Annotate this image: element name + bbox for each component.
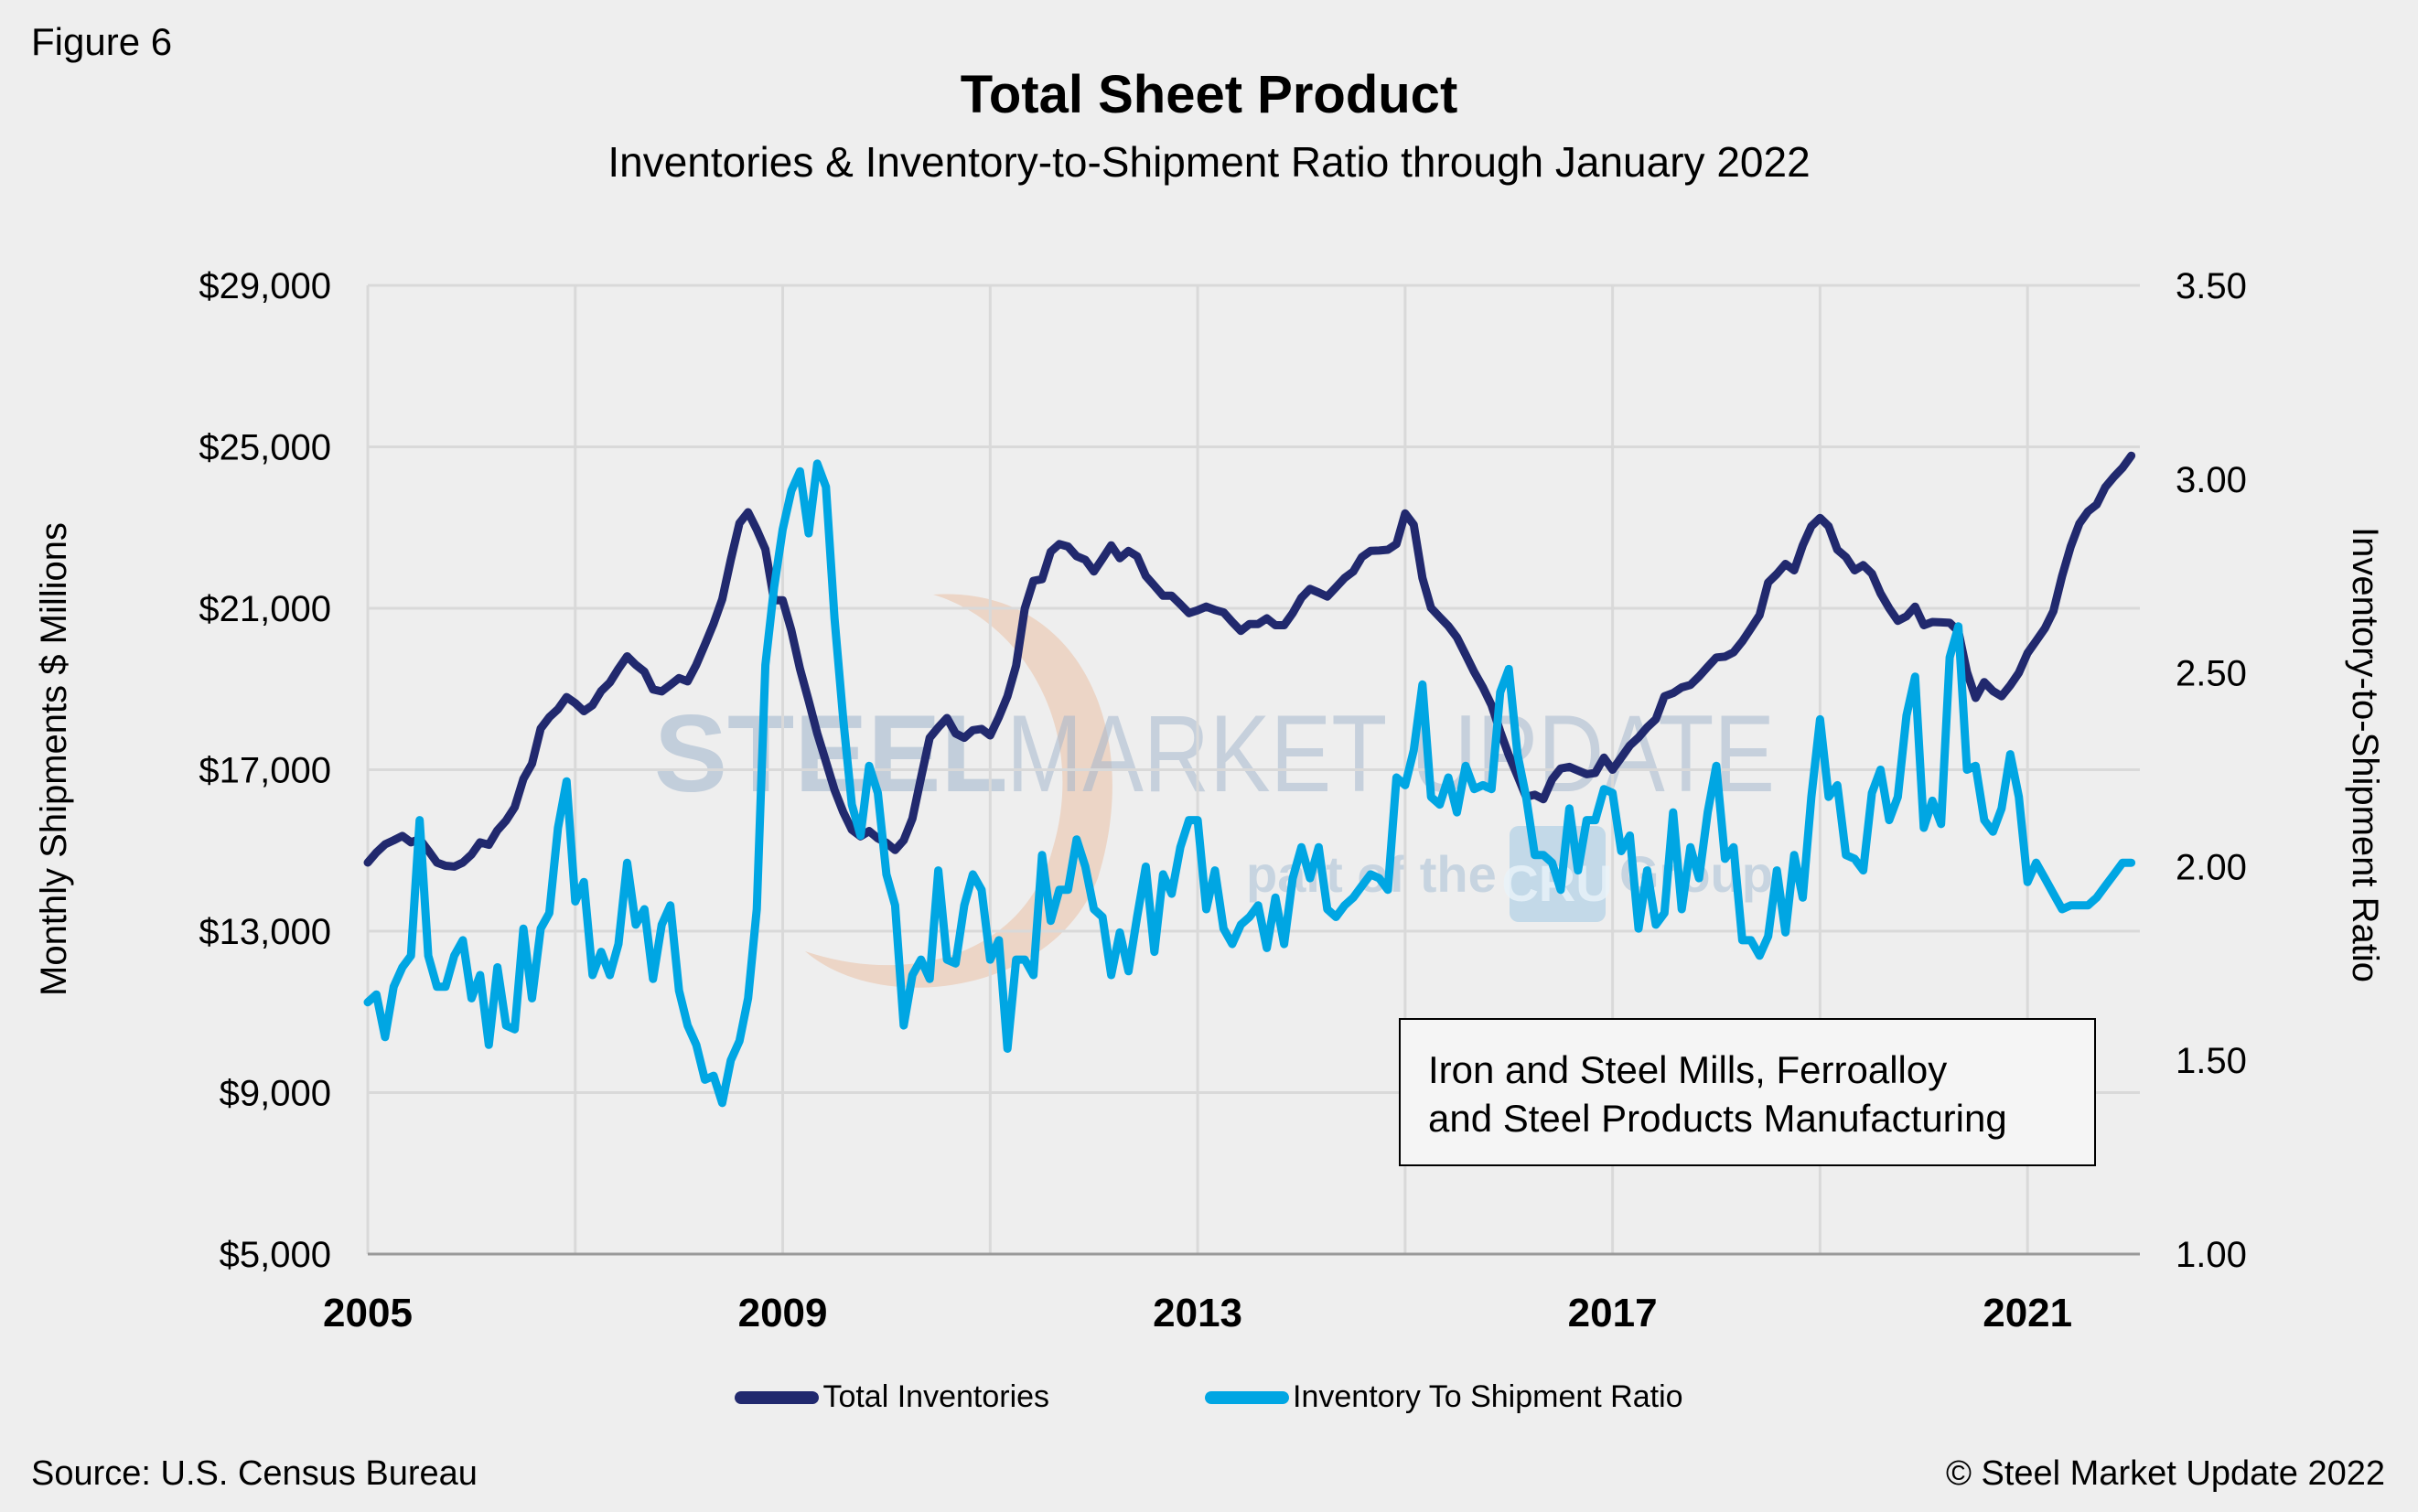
legend-swatch-ratio [1205,1390,1290,1404]
legend-item-ratio[interactable]: Inventory To Shipment Ratio [1205,1379,1683,1415]
y-tick-label-left: $25,000 [199,428,331,468]
watermark-market-update: MARKET UPDATE [1006,692,1775,815]
y-axis-right-title: Inventory-to-Shipment Ratio [2345,527,2385,982]
chart-title: Total Sheet Product [960,65,1458,124]
annotation-box: Iron and Steel Mills, Ferroalloy and Ste… [1399,1018,2096,1166]
y-tick-label-right: 3.50 [2176,266,2247,306]
y-tick-label-right: 3.00 [2176,460,2247,500]
watermark-steel: STEEL [654,692,1008,815]
y-axis-left-ticks: $5,000 $9,000 $13,000 $17,000 $21,000 $25,000… [199,266,331,1275]
x-tick-label: 2009 [738,1291,828,1335]
y-tick-label-right: 2.50 [2176,654,2247,694]
x-tick-label: 2005 [323,1291,413,1335]
y-tick-label-left: $17,000 [199,751,331,791]
series-line-inventory-to-shipment-ratio [363,459,2136,1108]
x-axis-ticks: 2005 2009 2013 2017 2021 [323,1291,2072,1335]
copyright-note: © Steel Market Update 2022 [1945,1454,2385,1493]
y-tick-label-right: 2.00 [2176,847,2247,887]
legend-item-total-inventories[interactable]: Total Inventories [735,1379,1049,1415]
annotation-text: Iron and Steel Mills, Ferroalloy and Ste… [1428,1048,2007,1140]
chart-subtitle: Inventories & Inventory-to-Shipment Rati… [607,138,1811,186]
y-tick-label-left: $29,000 [199,266,331,306]
y-tick-label-right: 1.00 [2176,1235,2247,1275]
series-line-total-inventories [363,451,2136,871]
y-tick-label-right: 1.50 [2176,1041,2247,1081]
watermark: STEEL MARKET UPDATE part of the CRU Grou… [654,594,1775,988]
y-axis-right-ticks: 1.00 1.50 2.00 2.50 3.00 3.50 [2176,266,2247,1275]
y-tick-label-left: $5,000 [220,1235,331,1275]
y-tick-label-left: $9,000 [220,1074,331,1114]
x-tick-label: 2013 [1153,1291,1242,1335]
y-axis-left-title: Monthly Shipments $ Millions [34,522,74,996]
series-lines [363,451,2136,1108]
legend-swatch-inventories [735,1390,820,1404]
x-tick-label: 2017 [1568,1291,1658,1335]
legend-label: Total Inventories [822,1379,1050,1414]
legend-label: Inventory To Shipment Ratio [1293,1379,1683,1414]
source-note: Source: U.S. Census Bureau [31,1454,478,1493]
horizontal-gridlines [368,284,2140,1094]
x-tick-label: 2021 [1983,1291,2072,1335]
y-tick-label-left: $13,000 [199,912,331,952]
y-tick-label-left: $21,000 [199,589,331,629]
legend: Total Inventories Inventory To Shipment … [0,1379,2418,1415]
figure-label: Figure 6 [31,20,173,63]
